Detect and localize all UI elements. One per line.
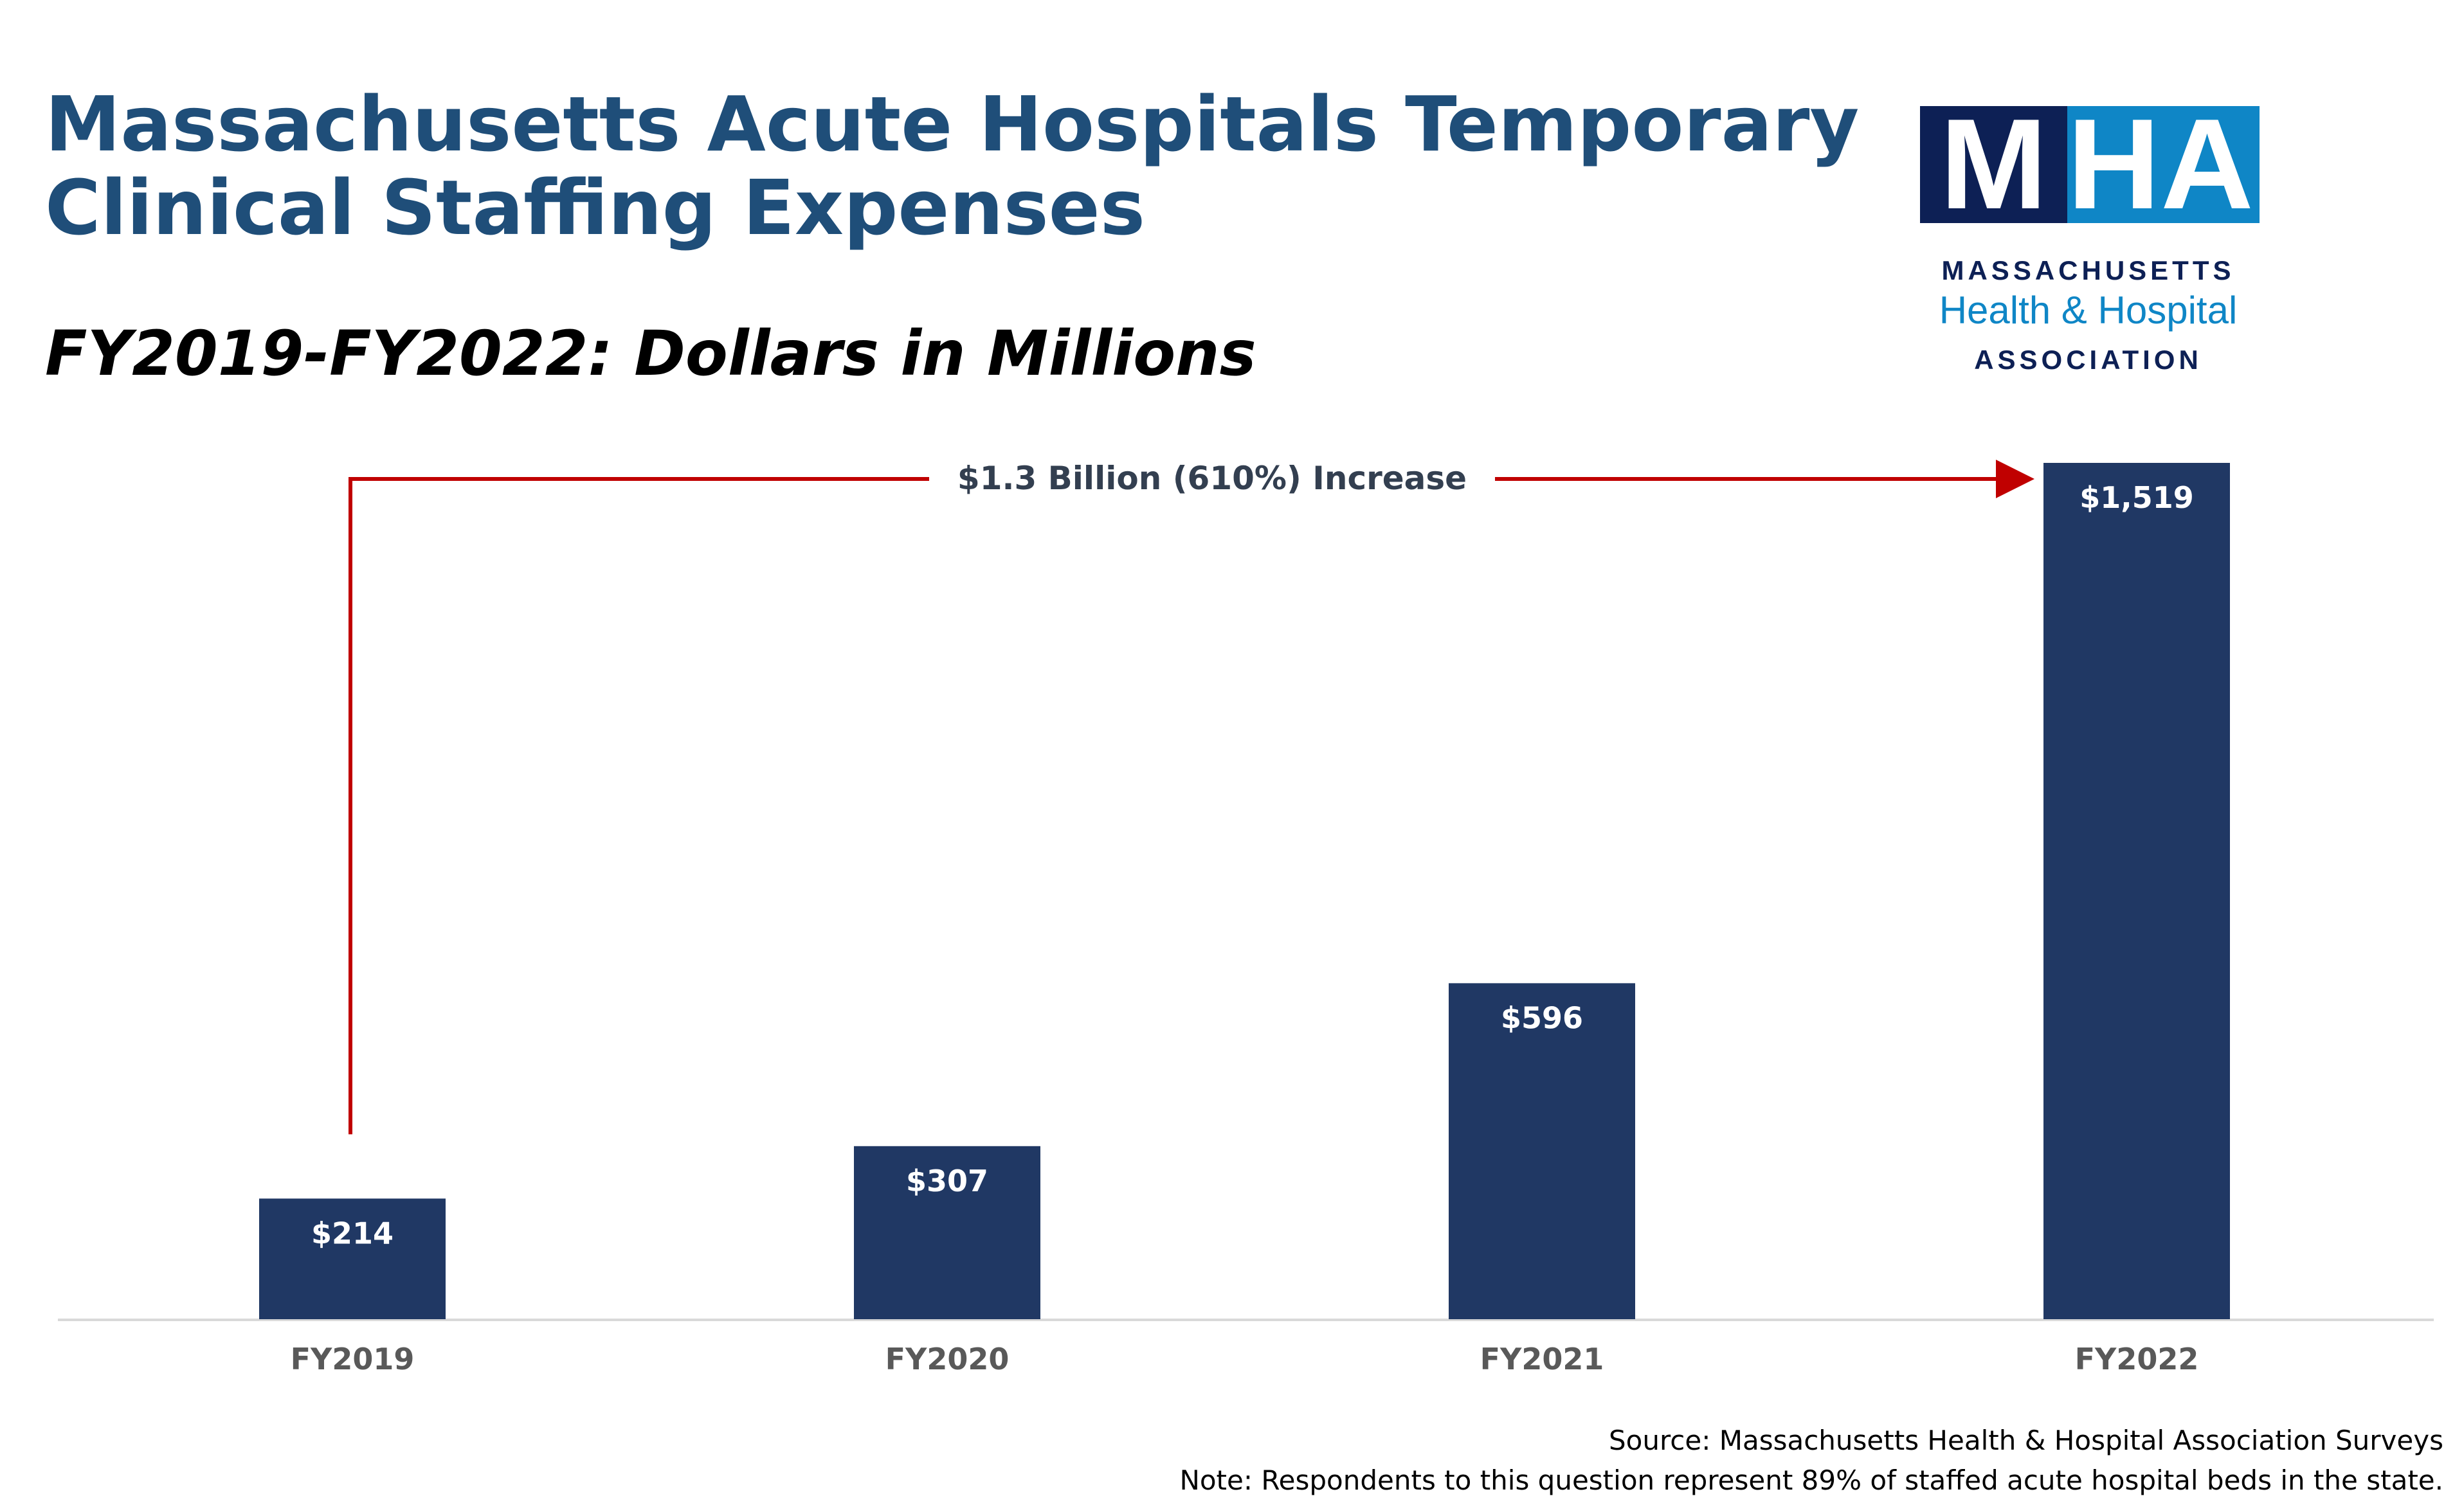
x-tick-label: FY2020 — [885, 1342, 1010, 1376]
chart-footer: Source: Massachusetts Health & Hospital … — [1179, 1421, 2443, 1500]
chart-subtitle: FY2019-FY2022: Dollars in Millions — [45, 318, 1256, 390]
source-note: Source: Massachusetts Health & Hospital … — [1608, 1425, 2443, 1456]
annotation-bracket-line — [349, 477, 929, 1135]
bar — [2043, 463, 2230, 1319]
bars-layer: $214 FY2019 $307 FY2020 $596 FY2021 $1,519 FY20… — [58, 463, 2434, 1376]
chart-title-line-1: Massachusetts Acute Hospitals Temporary — [45, 80, 1860, 168]
bar-value-label: $596 — [1501, 1000, 1583, 1035]
x-tick-label: FY2022 — [2075, 1342, 2199, 1376]
x-tick-label: FY2021 — [1480, 1342, 1604, 1376]
respondents-note: Note: Respondents to this question repre… — [1179, 1464, 2443, 1496]
logo-letter-h: H — [2067, 93, 2161, 236]
logo-letter-a: A — [2161, 93, 2254, 236]
increase-annotation: $1.3 Billion (610%) Increase — [349, 460, 2034, 1135]
bar — [259, 1198, 446, 1319]
bar-value-label: $214 — [311, 1216, 394, 1250]
logo-blue-block — [2067, 106, 2260, 223]
logo-navy-block — [1920, 106, 2067, 223]
chart-title-line-2: Clinical Staffing Expenses — [45, 163, 1145, 252]
chart-title: Massachusetts Acute Hospitals Temporary … — [45, 82, 1910, 249]
bar — [1449, 983, 1635, 1319]
annotation-label: $1.3 Billion (610%) Increase — [957, 460, 1467, 497]
mha-logo-mark: M H A — [1920, 93, 2260, 236]
logo-letter-m: M — [1940, 93, 2047, 236]
bar-chart: $214 FY2019 $307 FY2020 $596 FY2021 $1,519 FY20… — [58, 460, 2434, 1376]
logo-line-1: MASSACHUSETTS — [1941, 255, 2235, 285]
logo-line-3: ASSOCIATION — [1974, 345, 2202, 375]
bar-value-label: $1,519 — [2079, 480, 2194, 515]
bar — [854, 1146, 1040, 1319]
logo-line-2: Health & Hospital — [1939, 289, 2238, 332]
mha-logo: M H A MASSACHUSETTS Health & Hospital AS… — [1916, 93, 2260, 383]
bar-value-label: $307 — [906, 1164, 988, 1198]
x-tick-label: FY2019 — [291, 1342, 415, 1376]
